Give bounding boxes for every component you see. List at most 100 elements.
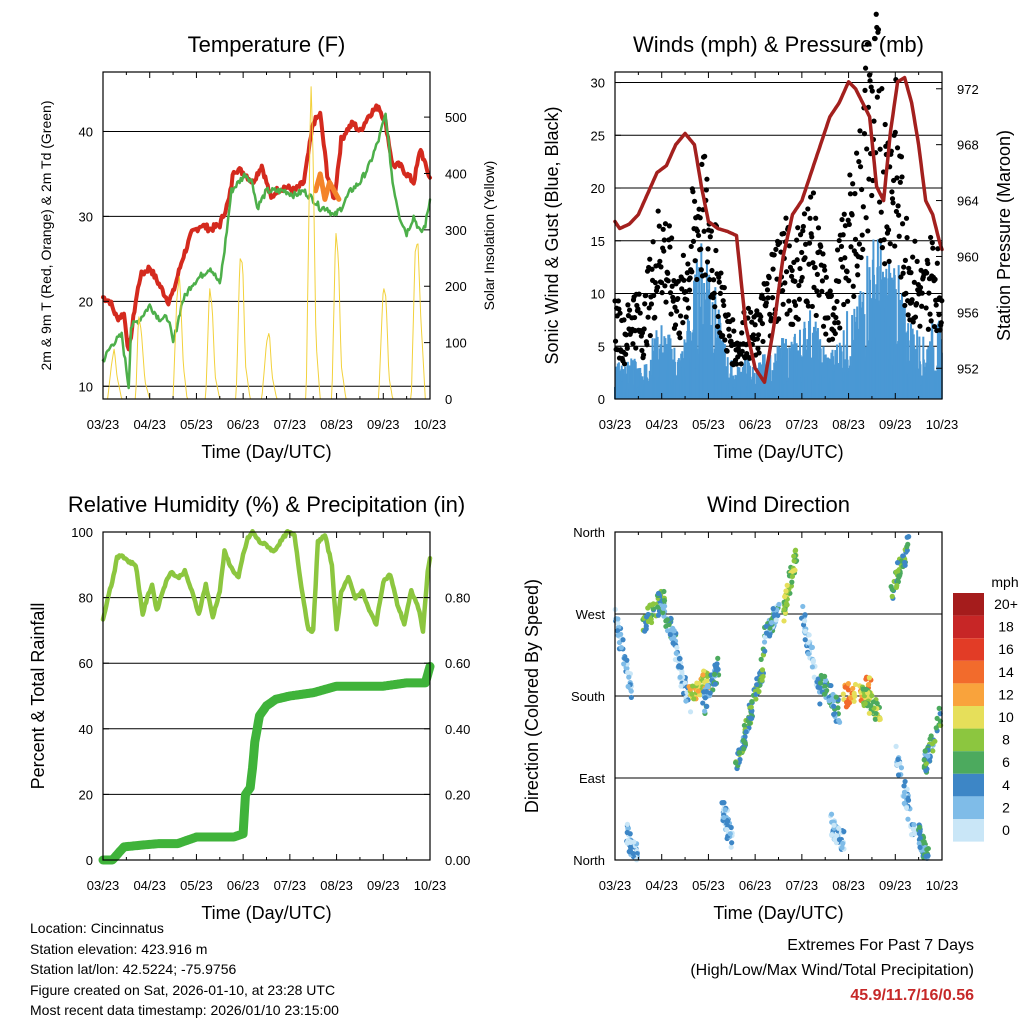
direction-point (771, 612, 777, 618)
x-tick-label: 07/23 (274, 878, 307, 893)
direction-point (890, 587, 896, 593)
direction-point (625, 669, 631, 676)
direction-point (712, 681, 718, 687)
direction-point (700, 700, 706, 706)
direction-point (781, 618, 787, 624)
colorbar-swatch (953, 706, 984, 729)
x-tick-label: 04/23 (133, 417, 166, 432)
gust-point (828, 293, 834, 299)
gust-point (720, 298, 726, 304)
direction-point (678, 683, 684, 689)
direction-point (749, 699, 755, 705)
gust-point (705, 246, 711, 252)
gust-point (849, 212, 855, 218)
direction-point (711, 671, 718, 677)
gust-point (715, 313, 721, 320)
gust-point (657, 258, 663, 264)
x-tick-label: 10/23 (926, 417, 959, 432)
direction-point (905, 816, 911, 822)
station-latlon: Station lat/lon: 42.5224; -75.9756 (30, 961, 237, 977)
direction-point (747, 720, 753, 727)
direction-point (916, 840, 922, 847)
direction-point (936, 705, 942, 711)
series-line (98, 662, 435, 865)
y2-tick-label: 200 (445, 279, 467, 294)
direction-point (615, 628, 621, 634)
direction-point (776, 601, 782, 608)
direction-point (901, 789, 908, 795)
gust-point (792, 302, 799, 308)
direction-point (741, 746, 747, 752)
gust-point (903, 290, 909, 296)
direction-point (802, 618, 808, 624)
direction-point (618, 631, 624, 637)
gust-point (698, 267, 704, 273)
gust-point (677, 335, 683, 341)
gust-point (790, 321, 796, 327)
extremes-box: Extremes For Past 7 Days (High/Low/Max W… (690, 933, 974, 1008)
gust-point (807, 215, 813, 221)
direction-point (921, 757, 927, 763)
y-tick-label: South (571, 689, 605, 704)
direction-point (817, 685, 823, 691)
gust-point (876, 199, 883, 205)
direction-point (701, 689, 707, 695)
gust-point (894, 145, 901, 151)
gust-point (857, 164, 864, 170)
gust-point (666, 223, 672, 229)
gust-point (655, 284, 661, 290)
gust-point (800, 223, 806, 230)
gust-point (731, 328, 737, 334)
direction-point (917, 835, 923, 841)
gust-point (730, 317, 736, 323)
x-tick-label: 07/23 (274, 417, 307, 432)
y-tick-label: 15 (591, 234, 605, 249)
gust-point (710, 295, 716, 301)
x-tick-label: 08/23 (320, 878, 353, 893)
gust-point (854, 150, 860, 156)
direction-point (770, 606, 776, 612)
direction-point (761, 639, 768, 645)
y2-tick-label: 0.00 (445, 853, 470, 868)
gust-point (867, 78, 873, 84)
x-tick-label: 04/23 (645, 878, 678, 893)
gust-point (895, 203, 901, 209)
direction-point (828, 682, 834, 689)
direction-point (654, 604, 661, 610)
gust-point (707, 234, 713, 240)
gust-point (621, 317, 627, 323)
direction-point (903, 805, 910, 811)
direction-point (911, 822, 917, 828)
gust-point (836, 278, 842, 284)
direction-point (895, 568, 901, 574)
gust-point (859, 186, 865, 193)
gust-point (834, 247, 841, 253)
direction-point (626, 674, 632, 680)
direction-point (655, 590, 662, 597)
gust-point (696, 206, 702, 212)
gust-point (721, 302, 727, 309)
gust-point (764, 281, 770, 287)
y-axis-label: 2m & 9m T (Red, Orange) & 2m Td (Green) (38, 101, 54, 371)
gust-point (862, 87, 868, 93)
direction-point (839, 845, 845, 851)
chart-title: Relative Humidity (%) & Precipitation (i… (68, 492, 465, 517)
gust-point (816, 292, 822, 298)
gust-point (822, 267, 828, 273)
gust-point (717, 290, 723, 297)
extremes-subtitle: (High/Low/Max Wind/Total Precipitation) (690, 962, 974, 979)
direction-point (650, 601, 656, 607)
gust-point (814, 271, 820, 278)
direction-point (791, 558, 797, 564)
gust-point (801, 211, 808, 217)
direction-point (916, 831, 923, 837)
direction-point (662, 603, 668, 609)
y-tick-label: 20 (79, 787, 93, 802)
gust-point (658, 264, 664, 270)
direction-point (756, 688, 762, 695)
figure-created: Figure created on Sat, 2026-01-10, at 23… (30, 981, 336, 998)
gust-point (865, 228, 871, 234)
gust-point (872, 35, 878, 42)
direction-point (873, 710, 879, 717)
gust-point (683, 288, 689, 295)
